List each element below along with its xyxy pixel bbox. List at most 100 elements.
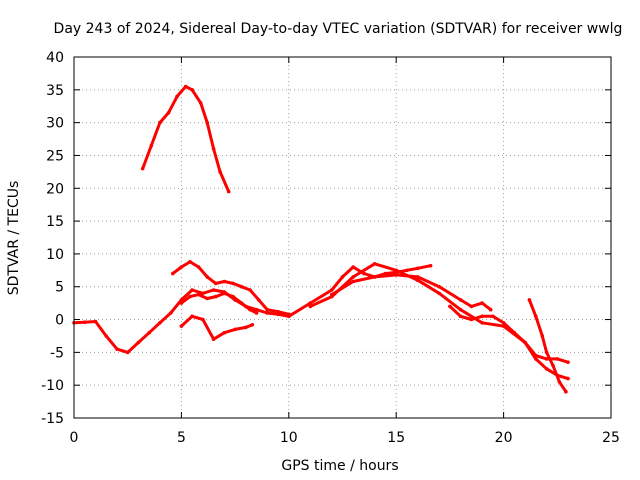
- y-tick-label: 35: [46, 83, 64, 99]
- data-point: [231, 294, 235, 299]
- data-point: [233, 327, 237, 332]
- data-point: [308, 301, 313, 305]
- data-point: [201, 317, 205, 322]
- data-point: [534, 314, 538, 319]
- data-point: [140, 166, 145, 171]
- data-point: [501, 321, 506, 325]
- data-point: [394, 268, 399, 273]
- data-point: [222, 279, 227, 284]
- data-point: [211, 147, 216, 151]
- data-point: [190, 288, 194, 292]
- x-axis-label: GPS time / hours: [281, 458, 398, 474]
- data-point: [201, 291, 205, 296]
- plot-frame: [73, 56, 612, 419]
- data-point: [250, 323, 255, 327]
- data-point: [222, 291, 227, 296]
- data-point: [415, 275, 420, 279]
- x-tick-label: 20: [495, 430, 513, 446]
- data-point: [512, 330, 517, 335]
- data-point: [147, 330, 151, 335]
- x-tick-label: 25: [602, 430, 620, 446]
- data-point: [239, 284, 244, 289]
- tick-layer: 0 5 10 15 20 25 -15 -10 -5 0 5 10 15 20 25 30 35 40: [41, 50, 620, 446]
- data-point: [248, 288, 252, 292]
- data-point: [415, 266, 420, 271]
- data-point: [488, 307, 493, 312]
- data-point: [362, 271, 366, 276]
- data-point: [458, 298, 463, 302]
- data-point: [196, 265, 201, 269]
- y-tick-label: -5: [50, 345, 64, 361]
- series-arc-2: [141, 85, 231, 194]
- data-point: [469, 317, 474, 322]
- x-tick-label: 15: [387, 430, 405, 446]
- data-point: [231, 281, 235, 286]
- data-point: [226, 189, 231, 194]
- data-point: [205, 120, 209, 125]
- data-point: [214, 281, 218, 286]
- data-point: [480, 314, 484, 319]
- data-point: [437, 284, 442, 289]
- y-tick-label: 40: [46, 50, 64, 66]
- data-point: [480, 321, 484, 325]
- data-point: [540, 334, 545, 338]
- y-tick-label: 20: [46, 181, 64, 197]
- data-point: [188, 260, 192, 264]
- y-tick-label: 0: [55, 313, 64, 329]
- series-arc-3: [171, 260, 291, 316]
- data-point: [527, 298, 532, 302]
- data-point: [534, 357, 538, 361]
- data-point: [394, 273, 399, 277]
- data-point: [244, 325, 248, 330]
- data-point: [372, 262, 377, 266]
- y-tick-label: 10: [46, 247, 64, 263]
- data-point: [168, 311, 173, 315]
- y-tick-label: 5: [55, 280, 64, 296]
- data-point: [196, 292, 201, 297]
- data-point: [218, 170, 222, 174]
- x-tick-label: 5: [177, 430, 186, 446]
- x-tick-label: 0: [70, 430, 79, 446]
- data-point: [265, 311, 270, 315]
- data-point: [115, 347, 119, 351]
- y-tick-label: 15: [46, 214, 64, 230]
- data-point: [330, 292, 334, 297]
- data-point: [239, 301, 244, 305]
- series-arc-6: [287, 264, 433, 318]
- data-point: [544, 350, 549, 355]
- data-point: [330, 288, 334, 292]
- data-point: [480, 301, 484, 305]
- data-point: [534, 353, 538, 358]
- data-point: [104, 334, 108, 338]
- grid-layer: [74, 57, 611, 418]
- data-point: [125, 350, 130, 355]
- data-point: [171, 271, 175, 276]
- data-point: [351, 279, 356, 284]
- data-point: [437, 291, 442, 296]
- data-point: [158, 321, 162, 325]
- data-point: [166, 111, 171, 115]
- data-point: [405, 268, 409, 273]
- data-point: [544, 367, 549, 371]
- data-point: [149, 143, 154, 148]
- data-point: [222, 330, 227, 335]
- data-point: [158, 120, 162, 125]
- chart-title: Day 243 of 2024, Sidereal Day-to-day VTE…: [54, 21, 623, 37]
- data-point: [469, 304, 474, 309]
- data-point: [372, 275, 377, 279]
- data-point: [287, 314, 291, 319]
- data-point: [82, 320, 87, 325]
- x-tick-label: 10: [280, 430, 298, 446]
- data-point: [254, 311, 259, 315]
- series-arc-5: [179, 314, 254, 341]
- data-point: [555, 357, 560, 361]
- y-tick-label: 30: [46, 116, 64, 132]
- data-point: [254, 307, 259, 312]
- data-point: [544, 357, 549, 361]
- data-point: [351, 265, 356, 269]
- data-point: [190, 314, 194, 319]
- series-layer: [72, 84, 570, 394]
- data-point: [265, 307, 270, 312]
- data-point: [190, 88, 194, 92]
